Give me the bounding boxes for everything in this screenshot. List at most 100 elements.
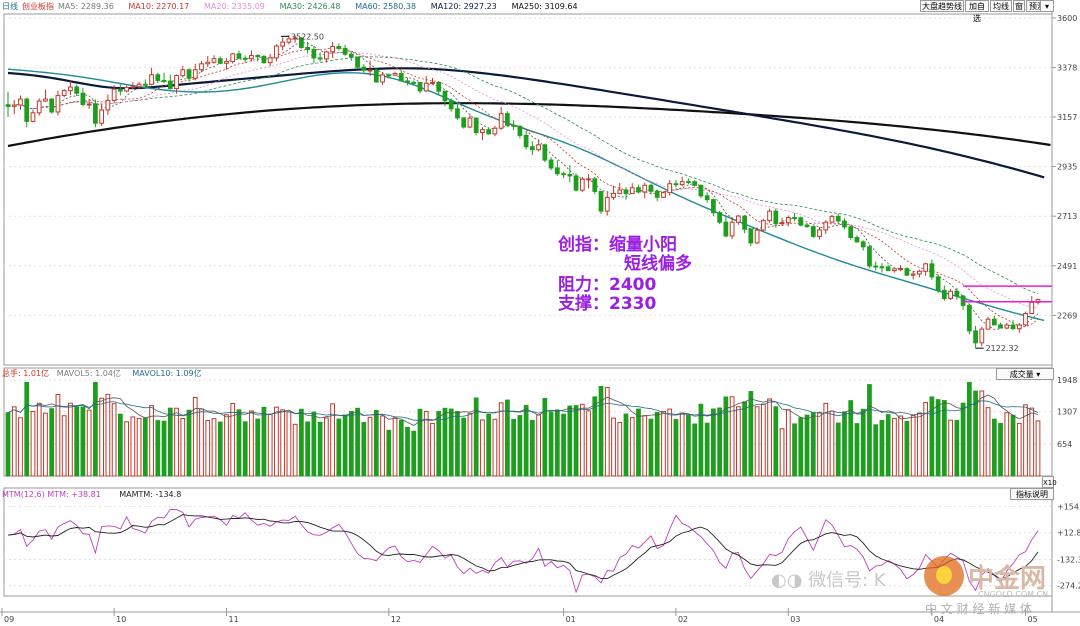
candle-body	[629, 187, 635, 195]
candle-body	[124, 86, 129, 92]
volume-bar	[729, 396, 735, 477]
price-tick-label: 2269	[1057, 311, 1077, 320]
volume-bar	[711, 408, 716, 477]
volume-panel	[5, 381, 1041, 477]
candle-body	[854, 237, 860, 243]
month-label: 09	[4, 615, 14, 624]
volume-bar	[423, 410, 429, 477]
candle-body	[43, 98, 48, 102]
toolbar-button-0[interactable]: 大盘趋势线	[920, 0, 964, 12]
candle-body	[810, 226, 816, 237]
candle-body	[754, 229, 760, 244]
volume-bar	[810, 412, 816, 477]
toolbar-button-1[interactable]: 加自选	[965, 0, 989, 23]
candle-body	[292, 37, 298, 40]
volume-bar	[698, 403, 704, 477]
candle-body	[61, 90, 67, 96]
month-label: 02	[678, 615, 688, 624]
volume-bar	[68, 402, 73, 477]
volume-bar	[505, 399, 510, 477]
candle-body	[211, 58, 217, 63]
candle-body	[261, 55, 267, 64]
candle-body	[505, 113, 510, 126]
volume-bar	[205, 420, 211, 477]
candle-body	[966, 304, 972, 332]
candle-body	[979, 328, 985, 344]
volume-bar	[529, 419, 535, 477]
candle-body	[661, 192, 666, 198]
volume-bar	[979, 390, 985, 477]
volume-bar	[280, 409, 286, 477]
volume-bar	[11, 406, 17, 477]
volume-bar	[355, 407, 360, 477]
candle-body	[848, 226, 854, 239]
toolbar-button-3[interactable]: 窗	[1013, 0, 1025, 12]
volume-bar	[323, 417, 329, 477]
candle-body	[430, 81, 435, 84]
chart-grid	[4, 17, 1056, 587]
volume-bar	[823, 402, 829, 477]
volume-bar	[885, 414, 891, 477]
ma30-line	[7, 56, 1039, 294]
volume-indicator-dropdown[interactable]: 成交量 ▾	[996, 368, 1054, 380]
candle-body	[267, 57, 273, 64]
volume-bar	[511, 418, 517, 477]
candle-body	[773, 210, 779, 224]
volume-tick-label: 1948	[1057, 376, 1077, 385]
mavol5-line	[7, 394, 1039, 426]
volume-bar	[149, 405, 154, 477]
volume-bar	[679, 412, 685, 477]
candle-body	[155, 74, 161, 81]
indicator-help-button[interactable]: 指标说明	[1010, 488, 1054, 500]
volume-bar	[80, 406, 86, 477]
candle-body	[255, 55, 261, 58]
volume-bar	[492, 418, 498, 477]
volume-bar	[561, 413, 566, 477]
price-tick-label: 3157	[1057, 113, 1077, 122]
candle-body	[161, 79, 167, 82]
candle-body	[879, 266, 885, 269]
volume-bar	[136, 417, 142, 477]
volume-bar	[692, 423, 698, 477]
volume-bar	[935, 399, 941, 477]
volume-bar	[461, 417, 467, 477]
candle-body	[692, 181, 698, 186]
candle-body	[723, 221, 729, 237]
volume-bar	[1029, 407, 1035, 477]
volume-bar	[673, 419, 679, 477]
volume-bar	[923, 401, 929, 477]
candle-body	[929, 263, 935, 278]
volume-bar	[142, 417, 148, 477]
volume-bar	[86, 409, 92, 477]
volume-bar	[929, 396, 935, 477]
candle-body	[554, 167, 560, 175]
candle-body	[823, 221, 829, 231]
volume-bar	[161, 420, 167, 477]
volume-bar	[854, 423, 860, 477]
candle-body	[767, 210, 772, 222]
volume-bar	[735, 406, 741, 477]
candle-body	[392, 73, 398, 76]
price-tick-label: 2491	[1057, 262, 1077, 271]
candle-body	[111, 88, 117, 101]
candle-body	[1016, 324, 1022, 330]
volume-bar	[392, 417, 398, 477]
price-tick-label: 3378	[1057, 64, 1077, 73]
candle-body	[86, 103, 92, 106]
candle-body	[792, 217, 797, 220]
volume-bar	[1023, 404, 1028, 477]
toolbar-button-2[interactable]: 均线	[990, 0, 1012, 12]
volume-bar	[573, 405, 579, 477]
candle-body	[892, 268, 897, 272]
candle-body	[617, 189, 623, 194]
volume-bar	[211, 418, 217, 477]
volume-bar	[267, 413, 273, 477]
ma60-line	[7, 68, 1045, 322]
candle-body	[760, 220, 766, 231]
candle-body	[673, 183, 679, 186]
volume-tick-label: 654	[1057, 440, 1072, 449]
candle-body	[317, 57, 323, 60]
candle-body	[18, 98, 23, 106]
toolbar-dropdown-icon[interactable]: ▾	[1040, 0, 1054, 12]
